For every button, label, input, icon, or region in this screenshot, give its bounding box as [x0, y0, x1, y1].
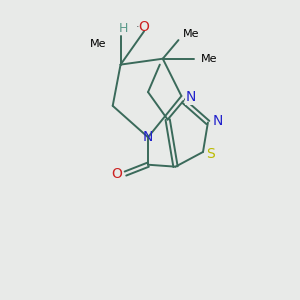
Text: N: N	[143, 130, 153, 144]
Text: Me: Me	[90, 39, 107, 49]
Text: Me: Me	[201, 54, 217, 64]
Text: ·: ·	[135, 22, 139, 32]
Text: O: O	[111, 167, 122, 181]
Text: N: N	[212, 114, 223, 128]
Text: H: H	[119, 22, 128, 35]
Text: Me: Me	[183, 29, 200, 39]
Text: N: N	[186, 90, 196, 104]
Text: S: S	[206, 147, 215, 161]
Text: O: O	[139, 20, 149, 34]
